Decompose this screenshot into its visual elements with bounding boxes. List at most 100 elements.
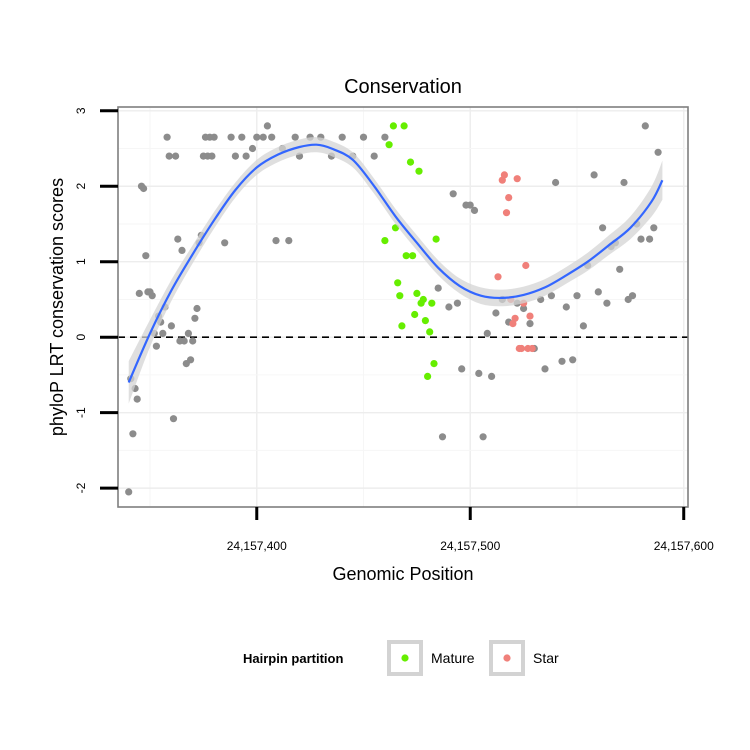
y-tick-label: 0 bbox=[74, 334, 88, 341]
panel-border bbox=[117, 106, 689, 508]
other-point bbox=[520, 304, 528, 313]
star-point bbox=[526, 312, 534, 320]
series-mature bbox=[381, 122, 440, 380]
mature-point bbox=[415, 167, 423, 175]
other-point bbox=[193, 304, 201, 313]
other-point bbox=[526, 320, 534, 328]
other-point bbox=[654, 148, 662, 156]
other-point bbox=[458, 365, 466, 373]
legend-dot-mature bbox=[401, 654, 409, 662]
other-point bbox=[129, 430, 137, 438]
other-point bbox=[285, 237, 293, 245]
mature-point bbox=[396, 292, 404, 300]
other-point bbox=[641, 122, 649, 130]
star-point bbox=[513, 175, 521, 183]
other-point bbox=[479, 433, 487, 441]
star-point bbox=[522, 261, 530, 270]
mature-point bbox=[426, 328, 434, 336]
other-point bbox=[253, 133, 261, 141]
other-point bbox=[272, 237, 280, 245]
star-point bbox=[505, 194, 513, 202]
other-point bbox=[650, 224, 658, 232]
other-point bbox=[547, 292, 556, 300]
other-point bbox=[159, 329, 167, 337]
other-point bbox=[291, 133, 299, 141]
y-tick-label: -1 bbox=[74, 407, 88, 418]
other-point bbox=[492, 309, 500, 317]
x-tick-label: 24,157,500 bbox=[440, 539, 500, 553]
other-point bbox=[187, 356, 195, 364]
mature-point bbox=[419, 295, 427, 304]
other-point bbox=[169, 415, 178, 423]
mature-point bbox=[432, 235, 440, 243]
other-point bbox=[569, 356, 577, 364]
plot-panel bbox=[118, 107, 688, 507]
other-point bbox=[163, 133, 171, 141]
other-point bbox=[165, 152, 173, 160]
other-point bbox=[603, 299, 611, 307]
other-point bbox=[590, 171, 598, 179]
legend-entry-star: Star bbox=[489, 640, 559, 676]
star-point bbox=[494, 273, 502, 281]
y-tick-label: -2 bbox=[74, 482, 88, 493]
other-point bbox=[184, 329, 192, 337]
other-point bbox=[475, 369, 483, 377]
legend-entries: Mature Star bbox=[387, 640, 559, 676]
mature-point bbox=[394, 279, 402, 287]
other-point bbox=[438, 433, 447, 441]
legend-label-star: Star bbox=[533, 650, 559, 666]
other-point bbox=[242, 152, 250, 160]
other-point bbox=[172, 152, 180, 160]
other-point bbox=[133, 395, 141, 403]
other-point bbox=[562, 303, 570, 311]
other-point bbox=[142, 252, 150, 260]
other-point bbox=[208, 152, 216, 160]
other-point bbox=[594, 288, 602, 296]
mature-point bbox=[430, 360, 438, 368]
axes: 24,157,400 24,157,500 24,157,600 -2 -1 0 1 2 3 bbox=[74, 106, 714, 553]
other-point bbox=[359, 133, 368, 141]
other-point bbox=[628, 292, 637, 300]
mature-point bbox=[400, 122, 408, 130]
other-point bbox=[616, 265, 624, 273]
other-point bbox=[210, 133, 218, 141]
other-point bbox=[221, 239, 229, 247]
other-point bbox=[453, 299, 461, 307]
x-tick-label: 24,157,600 bbox=[654, 539, 714, 553]
other-point bbox=[445, 303, 453, 311]
other-point bbox=[370, 152, 378, 160]
other-point bbox=[248, 144, 257, 153]
mature-point bbox=[428, 299, 436, 307]
mature-point bbox=[421, 317, 429, 325]
other-point bbox=[552, 178, 560, 187]
mature-point bbox=[411, 310, 419, 319]
other-point bbox=[191, 314, 199, 322]
other-point bbox=[573, 292, 581, 300]
plot-area bbox=[118, 107, 688, 507]
other-point bbox=[135, 289, 143, 297]
other-point bbox=[152, 342, 160, 350]
mature-point bbox=[389, 122, 397, 130]
x-tick-label: 24,157,400 bbox=[227, 539, 287, 553]
other-point bbox=[174, 235, 182, 243]
mature-point bbox=[381, 237, 389, 245]
mature-point bbox=[398, 322, 406, 330]
other-point bbox=[148, 292, 156, 300]
other-point bbox=[227, 133, 235, 141]
other-point bbox=[167, 322, 175, 330]
other-point bbox=[189, 337, 197, 345]
mature-point bbox=[402, 252, 410, 260]
y-axis-label: phyloP LRT conservation scores bbox=[47, 178, 67, 436]
legend-dot-star bbox=[503, 654, 511, 662]
other-point bbox=[338, 133, 346, 141]
other-point bbox=[470, 206, 479, 214]
other-point bbox=[599, 224, 607, 232]
star-point bbox=[517, 344, 526, 353]
other-point bbox=[637, 235, 645, 243]
y-tick-label: 1 bbox=[74, 258, 88, 265]
other-point bbox=[646, 235, 654, 243]
chart-title: Conservation bbox=[344, 76, 462, 98]
legend-label-mature: Mature bbox=[431, 650, 475, 666]
y-tick-label: 3 bbox=[74, 107, 88, 114]
